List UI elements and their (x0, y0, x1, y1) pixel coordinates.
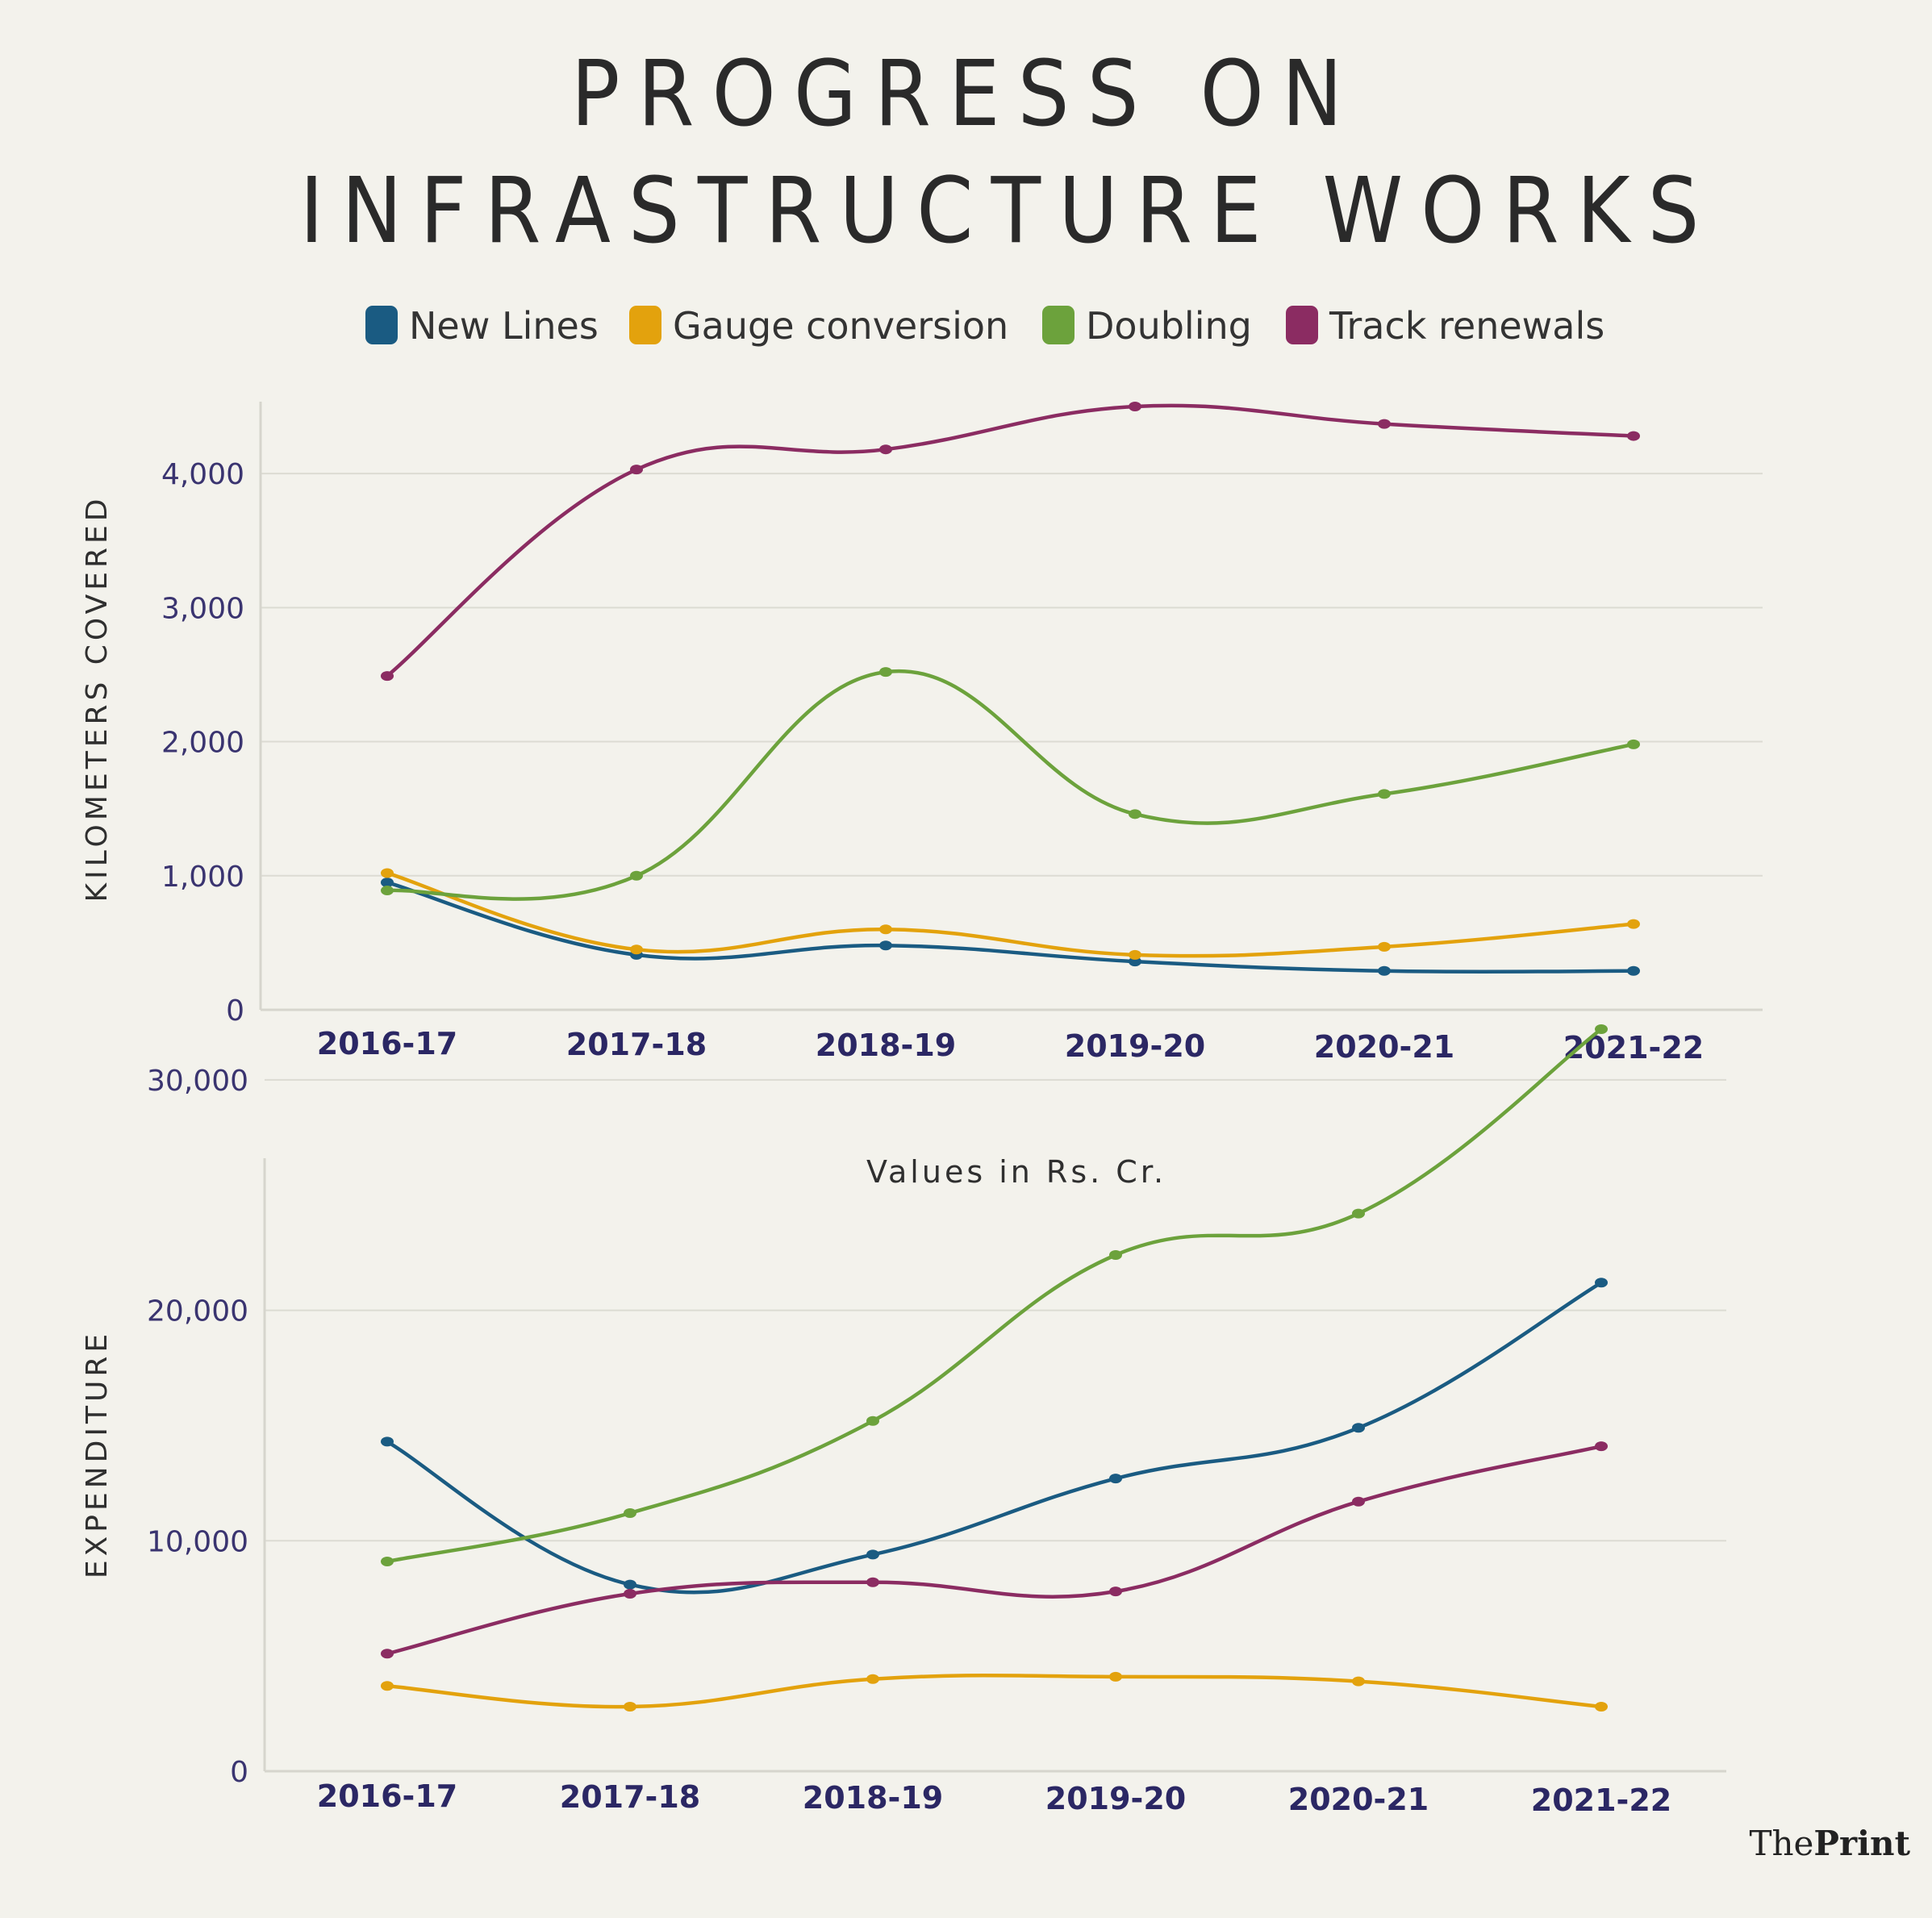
legend: New Lines Gauge conversion Doubling Trac… (365, 304, 1604, 348)
chart2-data-point-new-lines (1109, 1474, 1122, 1484)
legend-swatch-gauge-conversion (629, 306, 661, 344)
brand-logo: ThePrint (1749, 1824, 1910, 1863)
chart1-data-point-new-lines (381, 878, 394, 888)
chart2-series-line-gauge-conversion (385, 1674, 1604, 1709)
chart2-series-line-track-renewals (385, 1444, 1604, 1656)
chart2-y-tick-label: 30,000 (147, 1065, 248, 1098)
chart2-data-point-gauge-conversion (381, 1681, 394, 1691)
chart2-data-point-gauge-conversion (624, 1702, 636, 1712)
chart1-data-point-gauge-conversion (1627, 919, 1640, 929)
chart1-series-line-track-renewals (385, 403, 1636, 678)
chart-subtitle-values-in-rs-cr: Values in Rs. Cr. (866, 1154, 1166, 1190)
chart1-y-tick-label: 2,000 (161, 727, 244, 760)
chart1-x-tick-label: 2017-18 (566, 1027, 707, 1062)
chart1-series-line-gauge-conversion (385, 871, 1636, 958)
chart1-data-point-track-renewals (1378, 419, 1391, 429)
chart2-x-tick-label: 2018-19 (803, 1780, 943, 1816)
chart2-series-line-doubling (385, 1027, 1604, 1564)
chart2-x-tick-label: 2019-20 (1045, 1781, 1186, 1816)
chart1-y-tick-label: 4,000 (161, 458, 244, 491)
chart1-x-tick-label: 2018-19 (816, 1028, 956, 1063)
chart1-data-point-track-renewals (879, 444, 892, 455)
chart2-data-point-gauge-conversion (1595, 1702, 1608, 1712)
chart2-data-point-doubling (1595, 1024, 1608, 1034)
chart1-data-point-new-lines (1129, 957, 1141, 967)
chart1-y-tick-label: 3,000 (161, 592, 244, 625)
chart2-data-point-new-lines (381, 1436, 394, 1447)
chart1-data-point-doubling (630, 870, 643, 881)
chart1-data-point-gauge-conversion (1129, 949, 1141, 960)
y-axis-label-kilometers: KILOMETERS COVERED (81, 495, 114, 903)
brand-the: The (1749, 1824, 1813, 1863)
chart1-data-point-track-renewals (1129, 402, 1141, 411)
brand-text: ThePrint (1749, 1824, 1910, 1863)
chart1-data-point-new-lines (1627, 965, 1640, 976)
legend-swatch-doubling (1042, 306, 1074, 344)
legend-label-track-renewals: Track renewals (1329, 304, 1604, 348)
chart2-series-line-new-lines (385, 1281, 1604, 1595)
chart1-x-tick-label: 2020-21 (1314, 1029, 1454, 1065)
chart2-x-tick-label: 2021-22 (1531, 1782, 1671, 1818)
chart1-y-tick-label: 1,000 (161, 861, 244, 894)
legend-label-doubling: Doubling (1086, 304, 1252, 348)
chart1-series-line-doubling (385, 669, 1636, 901)
chart2-data-point-track-renewals (866, 1577, 879, 1587)
chart1-y-tick-label: 0 (226, 994, 244, 1028)
chart2-data-point-doubling (1352, 1208, 1365, 1219)
chart2-data-point-doubling (624, 1508, 636, 1518)
chart2-data-point-new-lines (866, 1549, 879, 1560)
chart1-data-point-doubling (1378, 789, 1391, 799)
chart1-data-point-gauge-conversion (1378, 941, 1391, 952)
title-line-1: PROGRESS ON (571, 42, 1360, 147)
chart2-data-point-track-renewals (624, 1589, 636, 1599)
legend-swatch-new-lines (365, 306, 398, 344)
chart1-data-point-track-renewals (1627, 431, 1640, 441)
chart-kilometers-covered: KILOMETERS COVERED 0 1,000 2,000 3,000 4,000… (81, 402, 1763, 1065)
chart1-data-point-new-lines (1378, 965, 1391, 976)
legend-swatch-track-renewals (1286, 306, 1318, 344)
chart2-data-point-gauge-conversion (866, 1674, 879, 1684)
chart1-series-line-new-lines (385, 880, 1636, 974)
chart2-data-point-doubling (381, 1557, 394, 1566)
chart1-data-point-track-renewals (381, 671, 394, 682)
chart2-data-point-doubling (1109, 1250, 1122, 1260)
chart2-y-tick-label: 0 (230, 1756, 248, 1789)
chart1-data-point-gauge-conversion (879, 924, 892, 935)
chart2-data-point-track-renewals (1109, 1587, 1122, 1597)
chart2-data-point-track-renewals (381, 1649, 394, 1659)
chart2-y-tick-label: 10,000 (147, 1525, 248, 1558)
chart2-x-tick-label: 2017-18 (560, 1779, 700, 1815)
legend-label-gauge-conversion: Gauge conversion (673, 304, 1008, 348)
chart-expenditure: Values in Rs. Cr. EXPENDITURE 0 10,000 20,… (81, 1024, 1726, 1818)
chart2-data-point-track-renewals (1352, 1496, 1365, 1507)
chart1-data-point-doubling (1129, 809, 1141, 819)
chart2-data-point-gauge-conversion (1109, 1671, 1122, 1682)
chart1-data-point-doubling (1627, 739, 1640, 749)
chart1-x-tick-label: 2021-22 (1563, 1030, 1704, 1065)
chart1-data-point-gauge-conversion (630, 944, 643, 955)
chart2-y-tick-label: 20,000 (147, 1295, 248, 1328)
chart2-data-point-track-renewals (1595, 1441, 1608, 1452)
chart1-data-point-track-renewals (630, 465, 643, 475)
brand-print: Print (1813, 1824, 1910, 1863)
chart1-x-tick-label: 2016-17 (317, 1026, 457, 1061)
chart2-data-point-new-lines (624, 1579, 636, 1590)
title-line-2: INFRASTRUCTURE WORKS (300, 159, 1717, 264)
chart2-data-point-new-lines (1352, 1423, 1365, 1433)
chart1-data-point-doubling (381, 886, 394, 896)
legend-label-new-lines: New Lines (409, 304, 599, 348)
chart1-data-point-doubling (879, 667, 892, 678)
y-axis-label-expenditure: EXPENDITURE (81, 1330, 114, 1578)
chart2-data-point-gauge-conversion (1352, 1676, 1365, 1687)
chart1-x-tick-label: 2019-20 (1065, 1028, 1205, 1064)
chart2-data-point-doubling (866, 1416, 879, 1426)
chart2-x-tick-label: 2016-17 (317, 1778, 457, 1814)
chart1-data-point-new-lines (879, 940, 892, 951)
chart2-x-tick-label: 2020-21 (1288, 1782, 1429, 1817)
chart1-data-point-gauge-conversion (381, 868, 394, 878)
chart2-data-point-new-lines (1595, 1278, 1608, 1288)
